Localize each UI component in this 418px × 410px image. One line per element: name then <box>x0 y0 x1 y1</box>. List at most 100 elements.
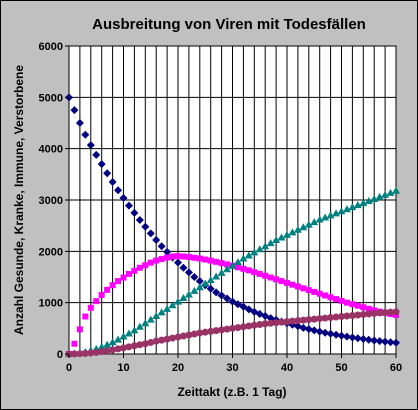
data-point-3-triangle <box>103 340 112 348</box>
data-point-4-circle <box>381 308 389 316</box>
data-point-4-circle <box>87 349 95 357</box>
data-point-4-circle <box>163 335 171 343</box>
data-point-4-circle <box>190 330 198 338</box>
data-point-3-triangle <box>364 197 373 205</box>
data-point-2-square <box>104 286 111 293</box>
data-point-3-triangle <box>228 261 237 269</box>
data-point-4-circle <box>392 308 400 316</box>
data-point-4-circle <box>212 327 220 335</box>
data-point-4-circle <box>294 317 302 325</box>
data-point-4-circle <box>114 345 122 353</box>
data-point-3-triangle <box>332 209 341 217</box>
data-point-4-circle <box>283 318 291 326</box>
data-point-2-square <box>240 265 247 272</box>
data-point-3-triangle <box>353 201 362 209</box>
data-point-1-diamond <box>75 119 84 127</box>
x-tick-label: 40 <box>281 362 293 374</box>
data-point-2-square <box>207 257 214 264</box>
data-point-4-circle <box>365 310 373 318</box>
data-point-2-square <box>82 313 89 320</box>
data-point-3-triangle <box>97 342 106 350</box>
data-point-3-triangle <box>310 218 319 226</box>
data-point-3-triangle <box>386 188 395 196</box>
data-point-4-circle <box>76 350 84 358</box>
y-axis-label: Anzahl Gesunde, Kranke, Immune, Verstorb… <box>12 65 26 335</box>
data-point-1-diamond <box>348 333 357 342</box>
data-point-3-triangle <box>283 230 291 238</box>
data-point-1-diamond <box>174 258 182 267</box>
data-point-1-diamond <box>304 325 313 334</box>
x-tick-label: 0 <box>66 362 72 374</box>
data-point-3-triangle <box>239 254 248 262</box>
y-tick-label: 3000 <box>39 195 63 207</box>
data-point-2-square <box>245 267 252 274</box>
data-point-4-circle <box>201 328 209 336</box>
data-point-1-diamond <box>392 338 400 347</box>
data-point-2-square <box>256 270 263 277</box>
data-point-3-triangle <box>141 319 150 327</box>
data-point-1-diamond <box>108 178 117 187</box>
data-point-3-triangle <box>304 220 313 228</box>
data-point-2-square <box>131 267 138 274</box>
data-point-4-circle <box>321 314 329 322</box>
data-point-2-square <box>251 269 258 276</box>
data-point-2-square <box>136 264 143 271</box>
data-point-2-square <box>262 272 269 279</box>
data-point-3-triangle <box>223 265 232 273</box>
data-point-1-diamond <box>370 336 379 345</box>
data-point-1-diamond <box>179 263 188 272</box>
data-point-2-square <box>316 290 323 297</box>
data-point-4-circle <box>256 320 264 328</box>
data-point-4-circle <box>158 336 166 344</box>
data-point-2-square <box>322 292 329 299</box>
data-point-4-circle <box>316 315 324 323</box>
data-point-2-square <box>109 282 116 289</box>
data-point-1-diamond <box>342 332 351 341</box>
data-point-3-triangle <box>326 211 335 219</box>
data-point-1-diamond <box>206 284 215 293</box>
data-point-1-diamond <box>375 337 384 346</box>
data-point-4-circle <box>376 309 384 317</box>
data-point-1-diamond <box>386 338 395 347</box>
data-point-4-circle <box>245 322 253 330</box>
data-point-4-circle <box>141 340 149 348</box>
data-point-3-triangle <box>217 268 226 276</box>
data-point-1-diamond <box>364 335 373 344</box>
chart-title: Ausbreitung von Viren mit Todesfällen <box>92 16 366 33</box>
data-point-2-square <box>142 262 149 269</box>
data-point-2-square <box>213 258 220 265</box>
data-point-2-square <box>333 296 340 303</box>
data-point-3-triangle <box>272 236 281 244</box>
data-point-2-square <box>349 301 356 308</box>
data-point-1-diamond <box>130 208 139 217</box>
data-point-3-triangle <box>381 190 390 198</box>
data-point-1-diamond <box>212 288 221 297</box>
data-point-2-square <box>76 326 83 333</box>
data-point-4-circle <box>92 348 100 356</box>
data-point-2-square <box>202 256 209 263</box>
data-point-4-circle <box>343 312 351 320</box>
data-point-1-diamond <box>141 222 150 231</box>
data-point-3-triangle <box>244 251 253 259</box>
x-axis-label: Zeittakt (z.B. 1 Tag) <box>177 385 286 399</box>
data-point-3-triangle <box>124 329 133 337</box>
x-tick-label: 50 <box>335 362 347 374</box>
data-point-2-square <box>338 297 345 304</box>
data-point-4-circle <box>81 349 89 357</box>
data-point-2-square <box>147 259 154 266</box>
data-point-4-circle <box>310 315 318 323</box>
data-point-2-square <box>196 255 203 262</box>
data-point-1-diamond <box>157 242 166 251</box>
data-point-2-square <box>125 270 132 277</box>
data-point-3-triangle <box>375 192 384 200</box>
y-tick-label: 5000 <box>39 92 63 104</box>
data-point-3-triangle <box>108 338 117 346</box>
data-point-2-square <box>158 256 165 263</box>
data-point-1-diamond <box>146 229 155 238</box>
data-point-2-square <box>289 281 296 288</box>
data-point-3-triangle <box>184 290 193 298</box>
data-point-3-triangle <box>299 223 308 231</box>
data-point-4-circle <box>250 321 258 329</box>
y-tick-label: 4000 <box>39 144 63 156</box>
